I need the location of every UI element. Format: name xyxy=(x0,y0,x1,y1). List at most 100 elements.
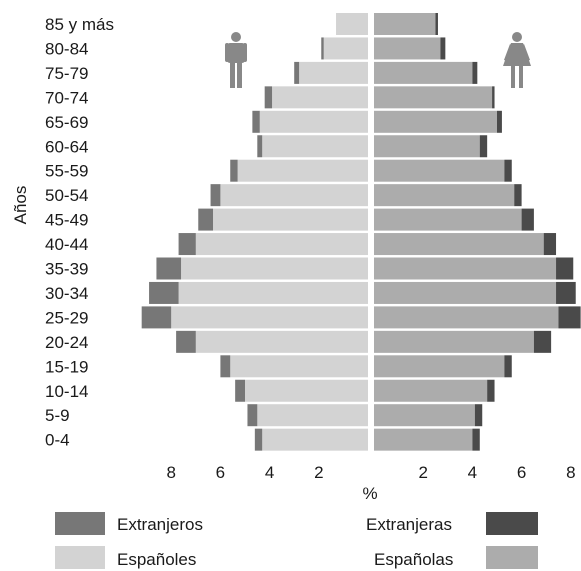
bar-extranjeras-45-49 xyxy=(521,208,534,231)
age-label-70-74: 70-74 xyxy=(45,88,88,107)
bar-extranjeras-80-84 xyxy=(440,37,446,60)
age-label-35-39: 35-39 xyxy=(45,260,88,279)
bar-extranjeras-85-y-mas xyxy=(435,13,438,35)
bar-extranjeros-45-49 xyxy=(198,208,214,231)
y-axis-label: Años xyxy=(11,186,30,225)
bar-espanoles-65-69 xyxy=(259,110,368,133)
bar-espanoles-20-24 xyxy=(195,330,368,353)
bar-extranjeros-55-59 xyxy=(230,159,238,182)
bar-extranjeras-30-34 xyxy=(556,281,576,304)
bar-espanoles-60-64 xyxy=(262,135,368,158)
bar-espanolas-30-34 xyxy=(374,281,557,304)
bar-extranjeros-0-4 xyxy=(254,428,263,451)
age-label-60-64: 60-64 xyxy=(45,137,88,156)
bar-extranjeros-20-24 xyxy=(176,330,196,353)
legend-label-espanoles: Españoles xyxy=(117,550,196,569)
bar-espanoles-45-49 xyxy=(213,208,368,231)
bar-espanolas-75-79 xyxy=(374,61,473,84)
bar-espanolas-35-39 xyxy=(374,257,557,280)
bar-extranjeras-0-4 xyxy=(472,428,480,451)
bar-extranjeros-5-9 xyxy=(247,404,258,427)
age-label-45-49: 45-49 xyxy=(45,211,88,230)
x-tick-left-4: 4 xyxy=(265,463,274,482)
x-tick-left-2: 2 xyxy=(314,463,323,482)
bar-extranjeros-60-64 xyxy=(257,135,263,158)
bar-espanoles-80-84 xyxy=(323,37,368,60)
bar-extranjeras-25-29 xyxy=(558,306,581,329)
age-label-20-24: 20-24 xyxy=(45,333,88,352)
age-label-80-84: 80-84 xyxy=(45,39,88,58)
bar-extranjeras-55-59 xyxy=(504,159,512,182)
x-tick-right-8: 8 xyxy=(566,463,575,482)
x-tick-right-2: 2 xyxy=(418,463,427,482)
bar-extranjeros-75-79 xyxy=(294,61,300,84)
bar-espanoles-25-29 xyxy=(171,306,368,329)
legend-label-extranjeros: Extranjeros xyxy=(117,515,203,534)
bar-extranjeros-40-44 xyxy=(178,233,196,256)
x-axis-label: % xyxy=(362,484,377,503)
age-label-85-y-mas: 85 y más xyxy=(45,15,114,34)
bar-extranjeras-65-69 xyxy=(497,110,502,133)
bar-espanoles-70-74 xyxy=(272,86,368,109)
bar-espanolas-80-84 xyxy=(374,37,441,60)
bar-espanoles-50-54 xyxy=(220,184,368,207)
age-group-labels: 85 y más 80-84 75-79 70-74 65-69 60-64 55-59 50… xyxy=(45,15,114,450)
age-label-50-54: 50-54 xyxy=(45,186,88,205)
age-label-5-9: 5-9 xyxy=(45,406,70,425)
bar-extranjeros-35-39 xyxy=(156,257,182,280)
bar-espanolas-60-64 xyxy=(374,135,480,158)
bar-espanoles-85-y-mas xyxy=(336,13,368,35)
bar-espanolas-15-19 xyxy=(374,355,505,378)
age-label-65-69: 65-69 xyxy=(45,113,88,132)
bar-extranjeros-70-74 xyxy=(264,86,273,109)
bar-espanoles-35-39 xyxy=(181,257,368,280)
bar-extranjeras-60-64 xyxy=(479,135,488,158)
legend-label-extranjeras: Extranjeras xyxy=(366,515,452,534)
bar-extranjeras-40-44 xyxy=(543,233,557,256)
age-label-75-79: 75-79 xyxy=(45,64,88,83)
bar-espanoles-15-19 xyxy=(230,355,368,378)
x-tick-left-8: 8 xyxy=(166,463,175,482)
x-tick-right-4: 4 xyxy=(468,463,477,482)
age-label-55-59: 55-59 xyxy=(45,162,88,181)
bar-extranjeros-10-14 xyxy=(235,379,245,402)
bar-extranjeras-5-9 xyxy=(474,404,483,427)
bar-espanolas-20-24 xyxy=(374,330,534,353)
male-icon xyxy=(225,32,247,88)
age-label-40-44: 40-44 xyxy=(45,235,88,254)
legend-swatch-espanolas xyxy=(486,546,538,569)
x-tick-left-6: 6 xyxy=(216,463,225,482)
age-label-0-4: 0-4 xyxy=(45,431,70,450)
bar-espanolas-85-y-mas xyxy=(374,13,436,35)
bar-extranjeras-35-39 xyxy=(556,257,574,280)
bar-extranjeras-20-24 xyxy=(533,330,552,353)
bar-extranjeros-30-34 xyxy=(149,281,179,304)
bar-espanolas-45-49 xyxy=(374,208,522,231)
bar-extranjeras-50-54 xyxy=(514,184,522,207)
x-axis-ticks: 8 6 4 2 2 4 6 8 xyxy=(166,463,575,482)
legend-swatch-espanoles xyxy=(55,546,105,569)
bar-espanoles-0-4 xyxy=(262,428,368,451)
bar-extranjeras-10-14 xyxy=(487,379,495,402)
bar-espanoles-55-59 xyxy=(237,159,368,182)
bar-extranjeras-15-19 xyxy=(504,355,512,378)
bar-espanolas-0-4 xyxy=(374,428,473,451)
age-label-25-29: 25-29 xyxy=(45,308,88,327)
female-icon xyxy=(503,32,531,88)
male-bars xyxy=(141,13,368,451)
bar-espanolas-50-54 xyxy=(374,184,515,207)
bar-extranjeras-70-74 xyxy=(492,86,495,109)
legend-swatch-extranjeras xyxy=(486,512,538,535)
x-tick-right-6: 6 xyxy=(517,463,526,482)
age-label-10-14: 10-14 xyxy=(45,382,88,401)
bar-espanolas-55-59 xyxy=(374,159,505,182)
bar-espanolas-10-14 xyxy=(374,379,488,402)
female-bars xyxy=(374,13,581,451)
legend: Extranjeros Españoles Extranjeras Españo… xyxy=(55,512,538,569)
bar-extranjeros-15-19 xyxy=(220,355,231,378)
bar-espanoles-30-34 xyxy=(178,281,368,304)
bar-espanoles-40-44 xyxy=(195,233,368,256)
bar-espanolas-70-74 xyxy=(374,86,493,109)
bar-espanolas-40-44 xyxy=(374,233,544,256)
